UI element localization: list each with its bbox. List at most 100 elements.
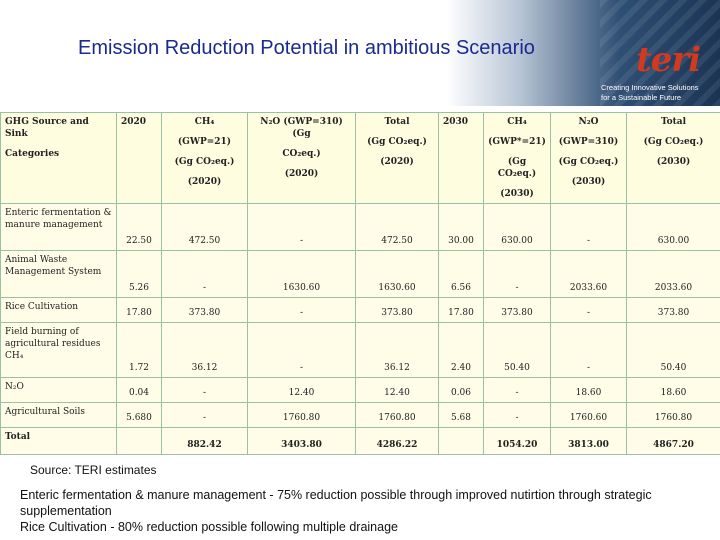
column-header: 2020 [116,112,162,204]
teri-logo: teri [636,40,701,80]
slide-title: Emission Reduction Potential in ambitiou… [78,37,535,59]
table-cell: 1.72 [116,322,162,378]
table-row: Total 882.42 3403.80 4286.22 1054.20 3813.00 4… [0,427,720,455]
column-header-line: Total [660,117,687,127]
column-header-line: CH₄ [194,117,215,127]
column-header-line: (2020) [284,169,319,179]
table-cell: 1630.60 [247,250,356,298]
column-header: N₂O (GWP=310) (Gg CO₂eq.) (2030) [550,112,627,204]
table-cell: 373.80 [483,297,551,323]
table-cell: 1760.80 [355,402,439,428]
column-header-line: N₂O (GWP=310) (Gg [260,117,343,139]
header-background [0,0,720,106]
column-header-line: Categories [5,149,60,159]
table-row: Field burning of agricultural residues C… [0,322,720,378]
row-label: N₂O [0,377,117,403]
table-cell: 3813.00 [550,427,627,455]
table-cell: 5.680 [116,402,162,428]
table-cell: 1760.60 [550,402,627,428]
table-row: Agricultural Soils 5.680-1760.80 1760.80 5.… [0,402,720,428]
table-cell: - [550,203,627,251]
column-header-line: (2020) [380,157,414,167]
table-cell: 373.80 [161,297,248,323]
table-cell: - [161,250,248,298]
table-cell: 373.80 [355,297,439,323]
column-header-line: (Gg CO₂eq.) [643,137,704,147]
table-cell: 18.60 [550,377,627,403]
table-row: Animal Waste Management System 5.26-1630.… [0,250,720,298]
footnote-enteric: Enteric fermentation & manure management… [20,488,652,518]
table-cell [116,427,162,455]
table-cell: 2033.60 [550,250,627,298]
column-header: CH₄ (GWP=21) (Gg CO₂eq.) (2020) [161,112,248,204]
column-header: 2030 [438,112,484,204]
table-cell [438,427,484,455]
column-header: N₂O (GWP=310) (Gg CO₂eq.) (2020) [247,112,356,204]
row-label: Animal Waste Management System [0,250,117,298]
table-cell: 373.80 [626,297,720,323]
footnotes: Enteric fermentation & manure management… [20,487,710,535]
column-header: GHG Source and Sink Categories [0,112,117,204]
column-header-line: (Gg CO₂eq.) [497,157,537,179]
column-header-line: (2030) [500,189,534,199]
table-cell: 472.50 [161,203,248,251]
column-header-line: (2030) [571,177,606,187]
table-cell: 36.12 [355,322,439,378]
table-cell: 0.06 [438,377,484,403]
table-cell: - [550,297,627,323]
column-header-line: (GWP=310) [558,137,619,147]
table-row: Rice Cultivation 17.80 373.80-373.80 17.80 3… [0,297,720,323]
table-cell: - [161,377,248,403]
column-header-line: CH₄ [507,117,527,127]
table-cell: 17.80 [116,297,162,323]
tagline-line-2: for a Sustainable Future [601,93,682,102]
table-cell: 882.42 [161,427,248,455]
column-header: Total (Gg CO₂eq.) (2020) [355,112,439,204]
table-cell: 6.56 [438,250,484,298]
table-body: Enteric fermentation & manure management… [0,203,720,455]
table-cell: 630.00 [626,203,720,251]
emissions-table-container: GHG Source and Sink Categories 2020 CH₄ (GWP… [0,112,720,455]
row-label: Total [0,427,117,455]
table-cell: 12.40 [355,377,439,403]
row-label: Field burning of agricultural residues C… [0,322,117,378]
column-header-line: (GWP=21) [177,137,232,147]
footnote-rice: Rice Cultivation - 80% reduction possibl… [20,520,398,534]
table-cell: 1630.60 [355,250,439,298]
column-header-line: Total [384,117,410,127]
column-header: CH₄ (GWP*=21) (Gg CO₂eq.) (2030) [483,112,551,204]
table-cell: - [161,402,248,428]
table-cell: 1760.80 [626,402,720,428]
column-header-line: GHG Source and Sink [5,117,89,139]
table-cell: 1054.20 [483,427,551,455]
table-cell: 1760.80 [247,402,356,428]
emissions-table: GHG Source and Sink Categories 2020 CH₄ (GWP… [0,112,720,455]
table-header-row: GHG Source and Sink Categories 2020 CH₄ (GWP… [0,112,720,204]
table-cell: 17.80 [438,297,484,323]
table-cell: 50.40 [483,322,551,378]
table-cell: 630.00 [483,203,551,251]
table-cell: - [247,322,356,378]
column-header-line: N₂O [578,117,599,127]
table-cell: 36.12 [161,322,248,378]
column-header-line: CO₂eq.) [282,149,321,159]
table-cell: 4286.22 [355,427,439,455]
logo-text: teri [636,40,701,80]
table-cell: 5.68 [438,402,484,428]
slide-header: Emission Reduction Potential in ambitiou… [0,0,720,106]
table-cell: 12.40 [247,377,356,403]
table-cell: 2033.60 [626,250,720,298]
table-row: Enteric fermentation & manure management… [0,203,720,251]
table-cell: 50.40 [626,322,720,378]
column-header-line: 2030 [443,117,469,127]
table-cell: - [247,203,356,251]
row-label: Agricultural Soils [0,402,117,428]
table-cell: 4867.20 [626,427,720,455]
table-cell: - [247,297,356,323]
column-header-line: 2020 [121,117,147,127]
column-header-line: (Gg CO₂eq.) [558,157,619,167]
table-cell: - [550,322,627,378]
logo-tagline: Creating Innovative Solutions for a Sust… [601,83,706,103]
table-cell: 5.26 [116,250,162,298]
table-cell: - [483,402,551,428]
